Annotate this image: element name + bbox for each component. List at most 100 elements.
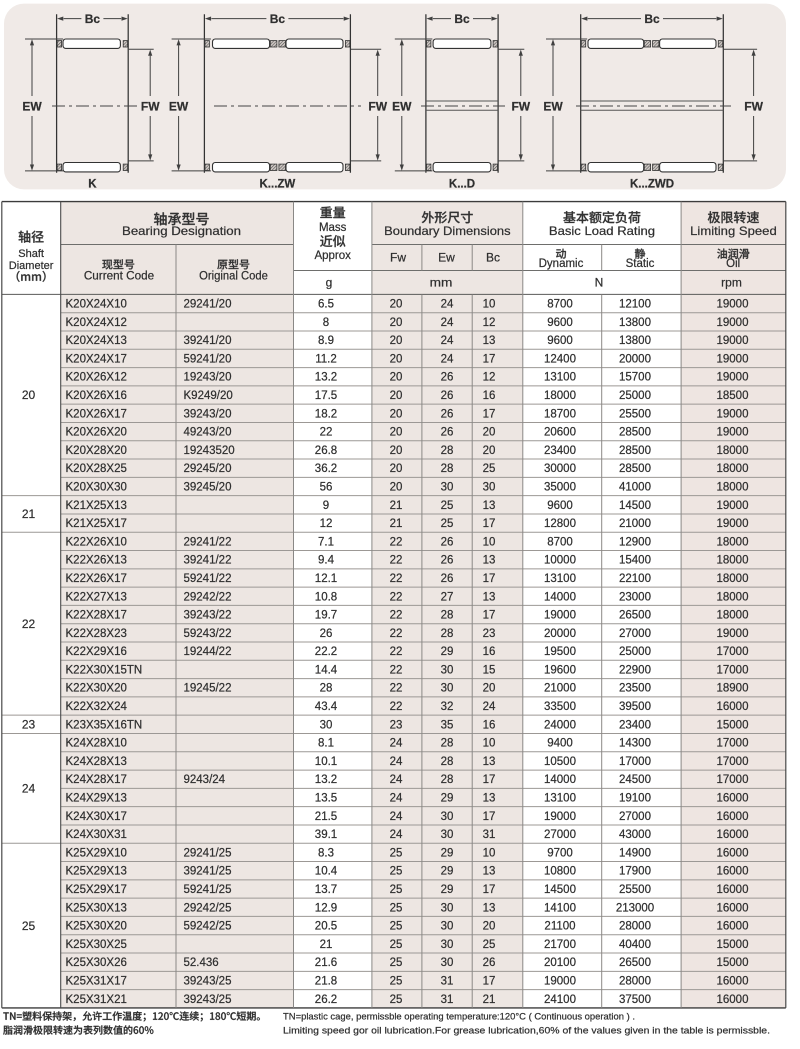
svg-text:15400: 15400	[619, 555, 651, 567]
svg-text:20: 20	[390, 408, 403, 420]
svg-text:14000: 14000	[544, 591, 576, 603]
svg-text:24: 24	[390, 811, 403, 823]
svg-text:12100: 12100	[619, 299, 651, 311]
svg-text:59243/22: 59243/22	[184, 628, 232, 640]
svg-text:8.1: 8.1	[318, 738, 334, 750]
svg-text:29: 29	[441, 884, 454, 896]
svg-text:12: 12	[483, 317, 496, 329]
svg-text:16000: 16000	[717, 994, 749, 1006]
svg-text:15700: 15700	[619, 372, 651, 384]
svg-text:12: 12	[320, 518, 333, 530]
svg-text:K20X28X20: K20X28X20	[66, 445, 127, 457]
svg-text:39241/22: 39241/22	[184, 555, 232, 567]
svg-text:25: 25	[483, 463, 496, 475]
svg-text:24: 24	[441, 299, 454, 311]
svg-text:24: 24	[390, 829, 403, 841]
svg-text:22: 22	[390, 683, 403, 695]
svg-text:8700: 8700	[547, 536, 573, 548]
svg-text:17000: 17000	[717, 664, 749, 676]
svg-text:K: K	[88, 178, 97, 190]
svg-text:K20X26X20: K20X26X20	[66, 427, 127, 439]
svg-text:28: 28	[441, 738, 454, 750]
svg-text:K24X30X17: K24X30X17	[66, 811, 127, 823]
svg-text:18000: 18000	[717, 610, 749, 622]
svg-text:29242/25: 29242/25	[184, 902, 232, 914]
svg-text:18900: 18900	[717, 683, 749, 695]
svg-text:28: 28	[441, 463, 454, 475]
svg-text:27000: 27000	[619, 628, 651, 640]
svg-text:20: 20	[390, 299, 403, 311]
svg-text:21: 21	[320, 939, 333, 951]
svg-text:6.5: 6.5	[318, 299, 334, 311]
svg-text:20: 20	[390, 353, 403, 365]
svg-text:K20X26X17: K20X26X17	[66, 408, 127, 420]
svg-text:K25X29X17: K25X29X17	[66, 884, 127, 896]
svg-text:9400: 9400	[547, 738, 573, 750]
svg-text:12.1: 12.1	[315, 573, 337, 585]
svg-text:39243/20: 39243/20	[184, 408, 232, 420]
svg-text:10.1: 10.1	[315, 756, 337, 768]
svg-text:16: 16	[483, 390, 496, 402]
svg-text:25: 25	[483, 939, 496, 951]
svg-text:19000: 19000	[717, 628, 749, 640]
svg-text:13800: 13800	[619, 335, 651, 347]
svg-text:21000: 21000	[619, 518, 651, 530]
svg-text:25500: 25500	[619, 408, 651, 420]
svg-text:22: 22	[390, 701, 403, 713]
svg-text:22: 22	[320, 427, 333, 439]
svg-text:13.2: 13.2	[315, 372, 337, 384]
svg-text:35: 35	[441, 719, 454, 731]
svg-text:20: 20	[390, 335, 403, 347]
svg-text:22: 22	[390, 591, 403, 603]
svg-text:19244/22: 19244/22	[184, 646, 232, 658]
svg-text:41000: 41000	[619, 481, 651, 493]
svg-text:26500: 26500	[619, 957, 651, 969]
svg-text:19100: 19100	[619, 793, 651, 805]
svg-text:27: 27	[441, 591, 454, 603]
svg-text:9700: 9700	[547, 847, 573, 859]
svg-text:25: 25	[390, 994, 403, 1006]
svg-text:Bc: Bc	[486, 251, 500, 265]
svg-text:Basic Load Rating: Basic Load Rating	[549, 224, 655, 238]
svg-text:37500: 37500	[619, 994, 651, 1006]
svg-text:30: 30	[441, 481, 454, 493]
svg-text:K20X24X10: K20X24X10	[66, 299, 127, 311]
svg-text:18500: 18500	[717, 390, 749, 402]
svg-text:30: 30	[441, 811, 454, 823]
svg-text:56: 56	[320, 481, 333, 493]
svg-text:17: 17	[483, 518, 496, 530]
svg-text:13: 13	[483, 591, 496, 603]
svg-text:19000: 19000	[717, 299, 749, 311]
svg-text:20000: 20000	[544, 628, 576, 640]
svg-text:18000: 18000	[544, 390, 576, 402]
svg-text:29242/22: 29242/22	[184, 591, 232, 603]
svg-text:39.1: 39.1	[315, 829, 337, 841]
svg-text:19000: 19000	[717, 427, 749, 439]
svg-text:Bearing Designation: Bearing Designation	[122, 224, 241, 238]
svg-text:19000: 19000	[717, 518, 749, 530]
svg-text:18000: 18000	[717, 591, 749, 603]
svg-text:K20X24X13: K20X24X13	[66, 335, 127, 347]
svg-text:24: 24	[441, 353, 454, 365]
svg-text:21: 21	[390, 500, 403, 512]
svg-text:28: 28	[441, 610, 454, 622]
svg-text:17: 17	[483, 610, 496, 622]
svg-text:17000: 17000	[717, 774, 749, 786]
svg-text:K25X31X21: K25X31X21	[66, 994, 127, 1006]
svg-text:26: 26	[441, 573, 454, 585]
svg-text:K22X26X17: K22X26X17	[66, 573, 127, 585]
svg-text:K9249/20: K9249/20	[184, 390, 233, 402]
svg-text:K25X29X13: K25X29X13	[66, 866, 127, 878]
svg-text:52.436: 52.436	[184, 957, 219, 969]
svg-text:19000: 19000	[717, 408, 749, 420]
svg-text:13: 13	[483, 500, 496, 512]
svg-text:25500: 25500	[619, 884, 651, 896]
svg-text:25: 25	[22, 919, 36, 933]
svg-text:Bc: Bc	[454, 12, 470, 26]
svg-text:20: 20	[483, 921, 496, 933]
svg-text:19000: 19000	[544, 610, 576, 622]
svg-text:33500: 33500	[544, 701, 576, 713]
svg-text:25: 25	[390, 847, 403, 859]
svg-text:22: 22	[390, 536, 403, 548]
svg-text:16000: 16000	[717, 866, 749, 878]
